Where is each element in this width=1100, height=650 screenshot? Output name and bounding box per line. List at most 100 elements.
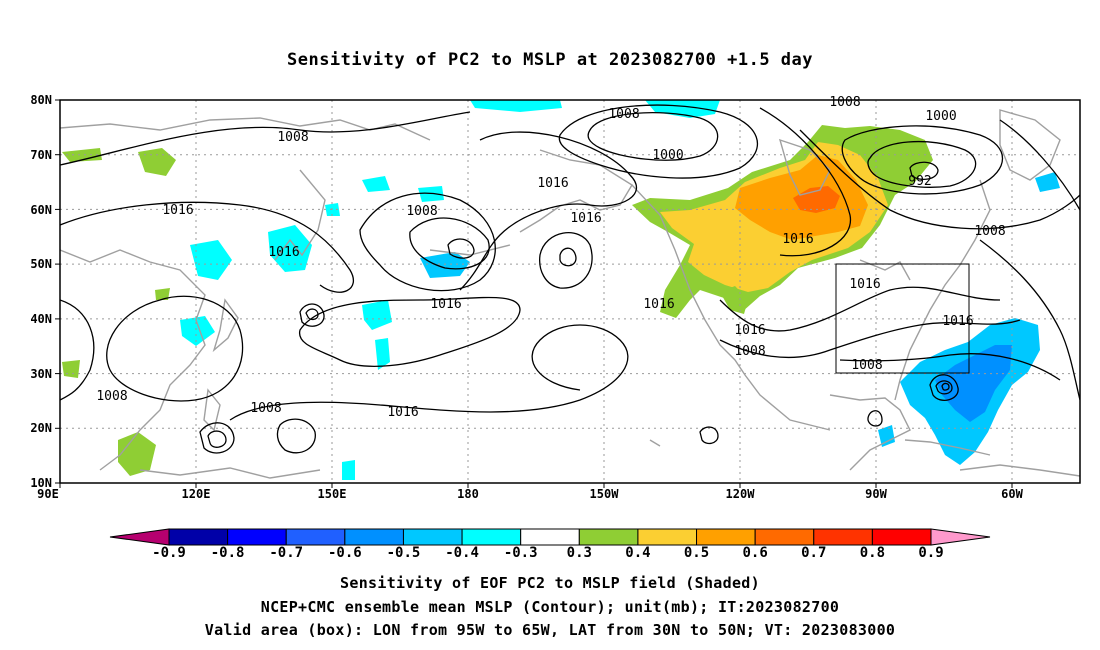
colorbar-cell <box>520 528 580 546</box>
coastline-greenland <box>999 109 1061 181</box>
contour-line <box>60 201 355 293</box>
contour-line <box>699 426 719 445</box>
green-patch-se-asia <box>62 360 80 378</box>
colorbar-tick-label: 0.8 <box>860 545 885 561</box>
contour-line <box>979 239 1080 401</box>
colorbar-tick-label: -0.3 <box>504 545 538 561</box>
contour-line <box>447 238 475 259</box>
axis-ticks <box>55 99 1013 488</box>
caption-line-2: NCEP+CMC ensemble mean MSLP (Contour); u… <box>260 598 840 616</box>
green-patch-hawaii <box>155 288 170 300</box>
contour-line <box>305 308 319 321</box>
lat-label: 30N <box>30 367 52 381</box>
contour-label: 1008 <box>277 130 308 145</box>
colorbar-tick-label: -0.8 <box>211 545 245 561</box>
contour-line <box>929 374 959 401</box>
cyan-patch-kamchatka <box>268 225 312 272</box>
colorbar-cell <box>696 528 756 546</box>
contour-label: 1000 <box>925 109 956 124</box>
cyan-patch-pacific-2 <box>375 338 390 370</box>
contour-label: 1016 <box>387 405 418 420</box>
contour-line <box>719 319 1021 359</box>
colorbar-cell <box>637 528 698 546</box>
contour-line <box>759 107 852 257</box>
lon-label: 150E <box>318 487 347 501</box>
coastline-greatlakes <box>859 259 911 281</box>
colorbar-cell <box>285 528 346 546</box>
coastline-indonesia <box>139 467 321 479</box>
contour-label: 1008 <box>974 224 1005 239</box>
lon-label: 120W <box>726 487 756 501</box>
lat-label: 10N <box>30 476 52 490</box>
contour-label: 1008 <box>406 204 437 219</box>
coastline-philippines <box>203 388 221 432</box>
cyan-patch-arctic <box>470 100 562 112</box>
lat-label: 50N <box>30 257 52 271</box>
contour-line <box>799 129 1080 230</box>
contour-line <box>60 111 471 166</box>
colorbar-tick-label: 0.3 <box>567 545 592 561</box>
coastline-alaska <box>519 149 633 233</box>
coastline-s-america <box>959 464 1080 477</box>
lon-label: 180 <box>457 487 479 501</box>
contour-line <box>359 192 496 292</box>
contour-label: 1000 <box>652 148 683 163</box>
coastline-caribbean <box>904 439 991 456</box>
longitude-labels: 90E 120E 150E 180 150W 120W 90W 60W <box>37 487 1023 501</box>
contour-line <box>841 125 1004 195</box>
coastline-gulf <box>829 394 911 471</box>
contour-label: 1008 <box>608 107 639 122</box>
colorbar-tick-label: 0.4 <box>625 545 650 561</box>
colorbar-tick-label: -0.7 <box>269 545 303 561</box>
colorbar-cell <box>754 528 815 546</box>
contour-line <box>207 430 227 448</box>
contour-label: 1008 <box>829 95 860 110</box>
contour-label: 992 <box>908 174 931 189</box>
contour-label: 1016 <box>942 314 973 329</box>
contour-line <box>558 104 758 179</box>
lon-label: 120E <box>182 487 211 501</box>
contour-line <box>299 303 325 327</box>
lat-label: 40N <box>30 312 52 326</box>
latitude-labels: 80N 70N 60N 50N 40N 30N 20N 10N <box>30 93 52 490</box>
contour-line <box>539 232 593 289</box>
colorbar-tick-label: 0.6 <box>743 545 768 561</box>
colorbar-tick-label: 0.5 <box>684 545 709 561</box>
colorbar-labels: -0.9 -0.8 -0.7 -0.6 -0.5 -0.4 -0.3 0.3 0.4 0.5 0.6… <box>152 545 944 561</box>
colorbar-tick-label: -0.9 <box>152 545 186 561</box>
contour-line <box>935 380 953 395</box>
contour-label: 1016 <box>849 277 880 292</box>
green-patch-arctic-west <box>62 148 102 162</box>
red-core-region <box>793 186 840 213</box>
contour-line <box>409 217 490 270</box>
contour-label: 1016 <box>537 176 568 191</box>
coastline-na-east <box>894 179 991 401</box>
colorbar-left-arrow <box>109 528 170 546</box>
coastline-east-asia <box>60 249 206 471</box>
shaded-sensitivity <box>62 100 1060 480</box>
cyan-patch-north <box>362 176 390 192</box>
caption-line-3: Valid area (box): LON from 95W to 65W, L… <box>204 621 896 639</box>
contour-label: 1016 <box>570 211 601 226</box>
contour-label: 1008 <box>734 344 765 359</box>
colorbar-cell <box>461 528 522 546</box>
contour-label: 1016 <box>268 245 299 260</box>
cyan-patch-siberia <box>190 240 232 280</box>
colorbar-right-arrow <box>930 528 991 546</box>
coastline-hawaii <box>649 439 661 447</box>
mslp-contours <box>60 104 1080 454</box>
colorbar-tick-label: -0.4 <box>445 545 479 561</box>
cyan-patch-aleutian <box>420 252 470 278</box>
green-patch-siberia-north <box>138 148 176 176</box>
colorbar-cells <box>168 528 932 546</box>
caption-line-1: Sensitivity of EOF PC2 to MSLP field (Sh… <box>340 574 760 592</box>
contour-line <box>909 161 939 181</box>
contour-labels: 1008 1016 1016 1008 1016 1008 1008 1016 … <box>96 95 1005 420</box>
lon-label: 90E <box>37 487 59 501</box>
contour-line <box>459 131 638 291</box>
colorbar-tick-label: 0.7 <box>801 545 826 561</box>
contour-line <box>229 324 629 421</box>
colorbar-cell <box>227 528 287 546</box>
contour-label: 1016 <box>782 232 813 247</box>
